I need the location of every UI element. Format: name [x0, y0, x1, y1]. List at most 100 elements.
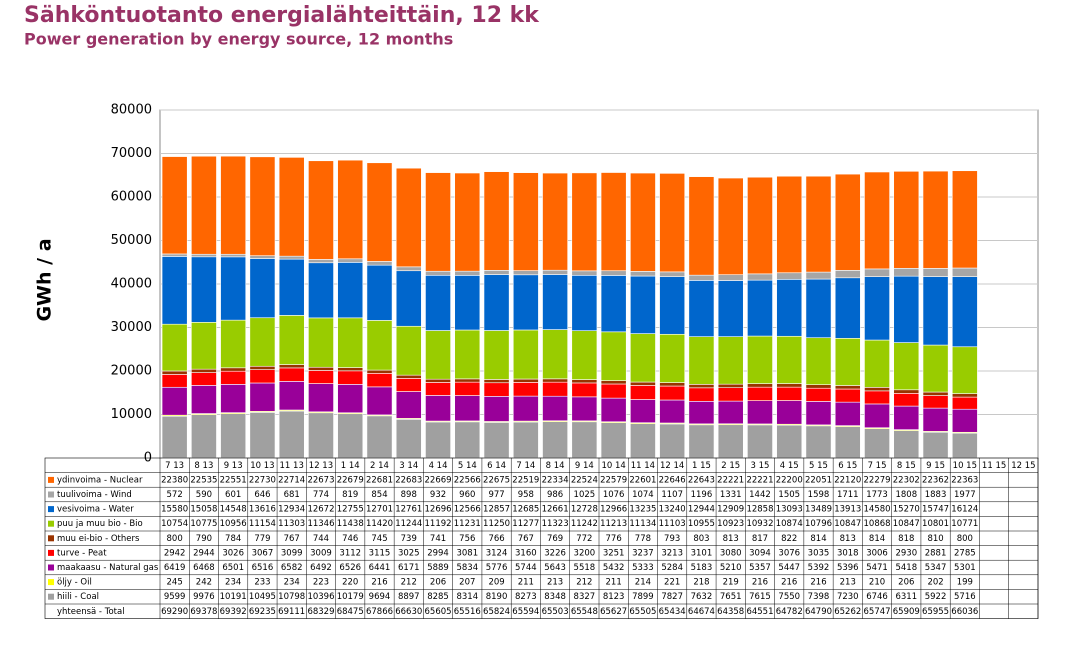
bar-segment	[688, 336, 715, 385]
table-cell: 15747	[922, 505, 949, 515]
table-cell: 22551	[220, 475, 247, 485]
bar-segment	[600, 397, 627, 423]
table-cell: 12672	[307, 505, 334, 515]
bar-segment	[161, 156, 188, 255]
table-cell: 6582	[281, 563, 303, 573]
bar-segment	[688, 387, 715, 402]
legend-label: turve - Peat	[57, 548, 107, 558]
table-cell: 745	[371, 534, 387, 544]
bar-segment	[220, 155, 247, 255]
bar-segment	[659, 276, 686, 335]
bar-segment	[951, 408, 978, 433]
bar-segment	[776, 386, 803, 401]
legend-swatch	[48, 491, 54, 498]
bar-segment	[161, 370, 188, 375]
table-cell: 5744	[515, 563, 537, 573]
bar-segment	[249, 365, 276, 370]
bar-segment	[278, 367, 305, 382]
bar-segment	[542, 274, 568, 330]
legend-swatch	[48, 535, 54, 542]
table-cell: 1773	[866, 490, 888, 500]
bar-segment	[864, 387, 890, 392]
table-cell: 22679	[337, 475, 364, 485]
table-cell: 977	[488, 490, 504, 500]
legend-label: yhteensä - Total	[57, 607, 125, 617]
table-cell: 803	[693, 534, 709, 544]
x-tick-label: 11 15	[982, 461, 1006, 471]
bar-segment	[366, 261, 393, 266]
table-cell: 22681	[366, 475, 393, 485]
table-cell: 22714	[278, 475, 305, 485]
bar-segment	[951, 267, 978, 277]
bar-segment	[483, 422, 510, 459]
table-cell: 6171	[398, 563, 420, 573]
legend-label: puu ja muu bio - Bio	[57, 519, 143, 529]
table-cell: 221	[664, 578, 680, 588]
legend-swatch	[48, 579, 54, 586]
table-cell: 234	[284, 578, 300, 588]
table-cell: 772	[576, 534, 592, 544]
table-cell: 1808	[895, 490, 917, 500]
table-cell: 14580	[864, 505, 891, 515]
bar-segment	[220, 256, 247, 321]
bar-segment	[630, 275, 656, 334]
table-cell: 10801	[922, 519, 949, 529]
table-cell: 11134	[629, 519, 656, 529]
bar-segment	[630, 381, 656, 386]
table-cell: 590	[196, 490, 212, 500]
bar-segment	[951, 346, 978, 394]
table-cell: 7827	[661, 592, 683, 602]
x-tick-label: 12 14	[660, 461, 684, 471]
bar-segment	[220, 367, 247, 372]
legend-label: maakaasu - Natural gas	[57, 563, 159, 573]
table-cell: 778	[635, 534, 651, 544]
bar-segment	[630, 385, 656, 400]
x-tick-label: 1 15	[692, 461, 711, 471]
bar-segment	[161, 256, 188, 325]
table-cell: 64551	[746, 607, 773, 617]
bar-segment	[688, 401, 715, 425]
table-cell: 10932	[746, 519, 773, 529]
chart-title: Sähköntuotanto energialähteittäin, 12 kk	[24, 3, 540, 28]
table-cell: 65605	[425, 607, 452, 617]
bar-segment	[893, 393, 920, 407]
table-cell: 3160	[515, 548, 537, 558]
table-cell: 212	[401, 578, 417, 588]
table-cell: 9694	[369, 592, 391, 602]
legend-swatch	[48, 476, 54, 483]
bar-segment	[161, 323, 188, 372]
y-tick-label: 80000	[111, 103, 152, 118]
table-cell: 10495	[249, 592, 276, 602]
bar-segment	[395, 374, 422, 379]
bar-segment	[747, 383, 773, 388]
table-cell: 22535	[190, 475, 217, 485]
bar-segment	[571, 172, 598, 272]
table-cell: 213	[547, 578, 563, 588]
table-cell: 3080	[720, 548, 742, 558]
table-cell: 8190	[486, 592, 508, 602]
bar-segment	[747, 386, 773, 401]
x-tick-label: 5 14	[458, 461, 477, 471]
bar-segment	[688, 384, 715, 389]
table-cell: 22646	[659, 475, 686, 485]
bar-segment	[600, 275, 627, 333]
bar-segment	[776, 383, 803, 388]
table-cell: 211	[518, 578, 534, 588]
table-cell: 3213	[661, 548, 683, 558]
bar-segment	[337, 258, 364, 263]
bar-segment	[805, 175, 832, 273]
table-cell: 69111	[278, 607, 305, 617]
table-cell: 10796	[805, 519, 832, 529]
table-cell: 646	[254, 490, 270, 500]
table-cell: 11438	[337, 519, 364, 529]
bar-segment	[191, 414, 217, 459]
x-tick-label: 8 14	[546, 461, 565, 471]
bar-segment	[512, 378, 539, 383]
bar-segment	[893, 342, 920, 391]
bar-segment	[337, 317, 364, 368]
table-cell: 22566	[454, 475, 481, 485]
bar-segment	[395, 270, 422, 327]
bar-segment	[864, 268, 890, 277]
bar-segment	[483, 270, 510, 275]
table-cell: 13913	[834, 505, 861, 515]
